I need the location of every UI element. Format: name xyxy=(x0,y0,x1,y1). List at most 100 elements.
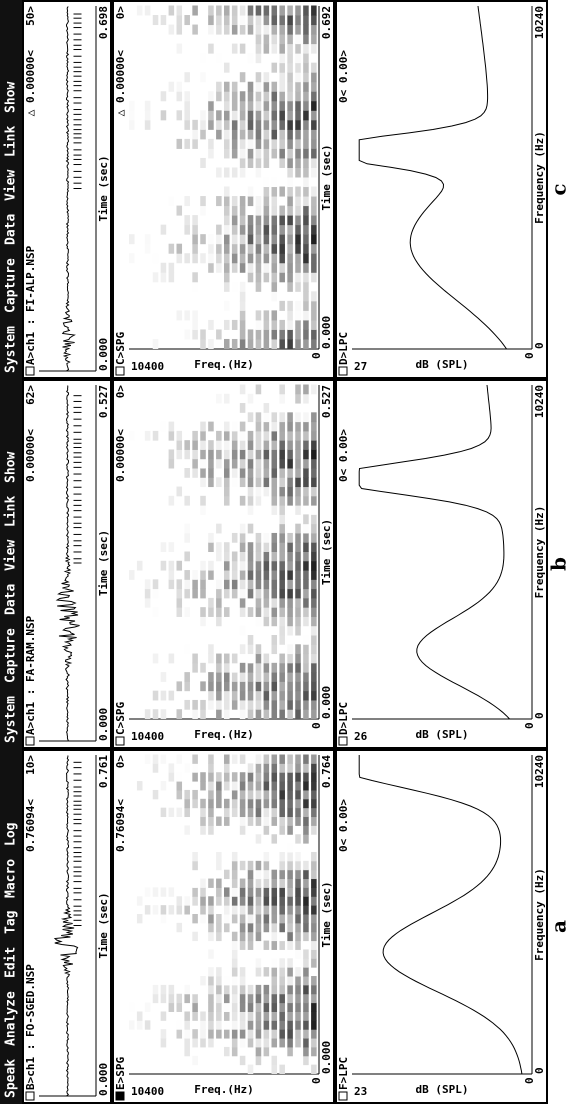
spectrogram-cell xyxy=(287,281,293,292)
menu-item[interactable]: Data xyxy=(4,584,19,615)
menu-item[interactable]: Capture xyxy=(4,628,19,683)
waveform xyxy=(61,6,76,372)
spectrogram-cell xyxy=(303,477,309,488)
spectrogram-cell xyxy=(247,699,254,710)
spectrogram-cell xyxy=(311,148,317,159)
panel-label: b xyxy=(547,557,571,571)
spectrogram-cell xyxy=(208,449,214,460)
spectrogram-cell xyxy=(192,699,198,710)
spectrogram-cell xyxy=(239,1020,246,1030)
spectrogram-cell xyxy=(295,976,301,986)
spectrogram-cell xyxy=(208,922,214,933)
spectrogram-cell xyxy=(239,449,246,460)
menu-item[interactable]: Data xyxy=(4,214,19,245)
spectrogram-cell xyxy=(231,234,238,245)
spectrogram-cell xyxy=(263,310,270,321)
spectrogram-cell xyxy=(271,421,278,432)
spectrogram-cell xyxy=(263,653,270,664)
spectrogram-cell xyxy=(271,91,278,102)
spectrogram-cell xyxy=(303,781,309,791)
spectrogram-cell xyxy=(279,825,285,835)
spectrogram-cell xyxy=(144,100,151,111)
spectrogram-cell xyxy=(192,896,198,906)
spectrogram-cell xyxy=(231,421,238,432)
spectrogram-cell xyxy=(231,5,238,16)
spectrogram-cell xyxy=(255,993,262,1004)
spectrogram-cell xyxy=(247,653,254,664)
menu-item[interactable]: View xyxy=(4,170,19,201)
spectrogram-cell xyxy=(231,967,238,977)
spectrogram-cell xyxy=(255,763,262,773)
spectrogram-cell xyxy=(231,15,238,26)
spectrogram-cell xyxy=(279,72,285,83)
spectrogram-cell xyxy=(279,300,285,311)
menu-item[interactable]: Edit xyxy=(4,947,19,978)
spectrogram-cell xyxy=(239,940,246,950)
spectrogram-cell xyxy=(192,851,198,862)
spectrogram-cell xyxy=(192,1029,198,1039)
spectrogram-cell xyxy=(263,138,270,149)
menu-item[interactable]: Link xyxy=(4,496,19,527)
cursor-value: 0.76094< xyxy=(114,799,127,852)
spectrogram-cell xyxy=(216,607,222,617)
spectrogram-cell xyxy=(231,319,238,330)
menu-item[interactable]: System xyxy=(4,326,19,373)
spectrogram-cell xyxy=(160,754,167,764)
menu-item[interactable]: Show xyxy=(4,82,19,113)
pane-header: A>ch1 : FA-RAM.NSP xyxy=(24,615,37,735)
spectrogram-cell xyxy=(231,976,238,986)
spectrogram-cell xyxy=(287,940,293,950)
spectrogram-cell xyxy=(176,449,183,460)
spectrogram-cell xyxy=(295,43,301,54)
spectrogram-cell xyxy=(239,699,246,710)
pane-checkbox xyxy=(25,366,35,376)
spectrogram-cell xyxy=(255,310,262,321)
menu-item[interactable]: Speak xyxy=(4,1059,19,1098)
count-value: 10> xyxy=(24,755,37,775)
spectrogram-cell xyxy=(271,993,278,1004)
spectrogram-cell xyxy=(168,430,175,441)
spectrogram-cell xyxy=(279,625,285,636)
cursor-value: 0< 0.00> xyxy=(337,429,350,482)
spectrogram-cell xyxy=(279,579,285,590)
menu-item[interactable]: Analyze xyxy=(4,991,19,1046)
menu-item[interactable]: Capture xyxy=(4,258,19,313)
spectrogram-cell xyxy=(295,62,301,73)
spectrogram-cell xyxy=(295,763,301,773)
spectrogram-cell xyxy=(216,1002,222,1012)
spectrogram-cell xyxy=(279,709,285,719)
spectrogram-cell xyxy=(279,430,285,441)
spectrogram-cell xyxy=(239,984,246,995)
spectrogram-cell xyxy=(271,119,278,130)
spectrogram-cell xyxy=(231,477,238,488)
spectrogram-cell xyxy=(176,5,183,16)
spectrogram-cell xyxy=(279,532,285,543)
spectrogram-cell xyxy=(271,607,278,617)
spectrogram-cell xyxy=(311,119,317,130)
spectrogram-cell xyxy=(231,588,238,599)
spectrogram-cell xyxy=(303,616,309,627)
menu-item[interactable]: System xyxy=(4,696,19,743)
spectrogram-cell xyxy=(311,514,317,525)
spectrogram-cell xyxy=(224,430,230,441)
spectrogram-cell xyxy=(263,772,270,782)
spectrogram-cell xyxy=(231,224,238,235)
menu-item[interactable]: Macro xyxy=(4,859,19,898)
menu-item[interactable]: Link xyxy=(4,126,19,157)
spectrogram-cell xyxy=(303,588,309,599)
spectrogram-cell xyxy=(295,110,301,121)
spectrogram-cell xyxy=(216,81,222,92)
spectrogram-cell xyxy=(247,215,254,226)
spectrogram-cell xyxy=(287,754,293,764)
menu-item[interactable]: Tag xyxy=(4,911,19,934)
spectrogram-cell xyxy=(311,976,317,986)
spectrogram-cell xyxy=(231,570,238,580)
spectrogram-cell xyxy=(247,579,254,590)
spectrogram-cell xyxy=(271,495,278,506)
menu-item[interactable]: Show xyxy=(4,452,19,483)
menu-item[interactable]: View xyxy=(4,540,19,571)
spectrogram-cell xyxy=(255,329,262,340)
spectrogram-cell xyxy=(295,588,301,599)
menu-item[interactable]: Log xyxy=(4,823,19,846)
pane-border xyxy=(112,379,335,749)
